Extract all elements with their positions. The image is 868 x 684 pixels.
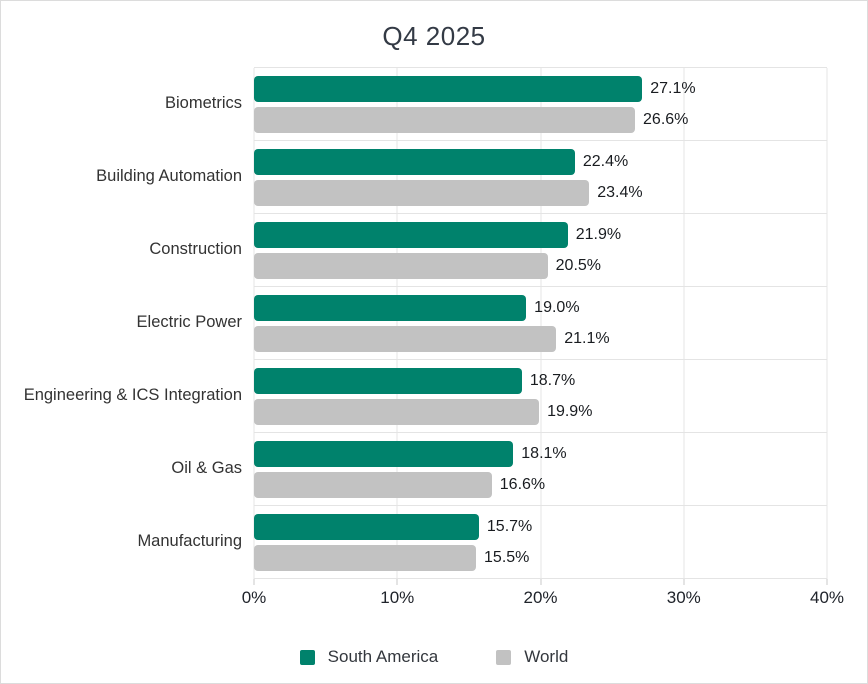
value-label: 23.4%	[597, 183, 643, 201]
bar-line: 15.5%	[254, 544, 827, 571]
bar-group: 27.1% 26.6%	[254, 68, 827, 141]
bar-line: 19.9%	[254, 398, 827, 425]
value-label: 22.4%	[582, 152, 629, 170]
value-label: 21.9%	[575, 225, 622, 243]
bar-line: 18.1%	[254, 440, 827, 467]
value-label: 15.7%	[486, 517, 533, 535]
category-label: Engineering & ICS Integration	[23, 385, 242, 404]
bar-south-america	[254, 75, 643, 102]
x-axis-tick-label: 30%	[666, 588, 701, 607]
x-axis-tick-label: 20%	[523, 588, 558, 607]
bar-world	[254, 106, 636, 133]
bar-line: 19.0%	[254, 294, 827, 321]
bar-world	[254, 471, 492, 498]
x-axis-tick	[683, 579, 685, 585]
bar-group: 19.0% 21.1%	[254, 287, 827, 360]
legend-item-south-america: South America	[299, 647, 439, 667]
bar-line: 15.7%	[254, 513, 827, 540]
bar-line: 22.4%	[254, 148, 827, 175]
bar-line: 27.1%	[254, 75, 827, 102]
category-label: Construction	[149, 239, 242, 258]
x-axis-tick	[396, 579, 398, 585]
bar-world	[254, 398, 540, 425]
bar-south-america	[254, 513, 479, 540]
x-axis-tick-label: 10%	[380, 588, 415, 607]
bar-world	[254, 252, 548, 279]
bar-world	[254, 325, 557, 352]
bar-group: 22.4% 23.4%	[254, 141, 827, 214]
bar-world	[254, 179, 590, 206]
bar-group: 15.7% 15.5%	[254, 506, 827, 579]
bar-line: 26.6%	[254, 106, 827, 133]
category-label: Oil & Gas	[171, 458, 242, 477]
bar-south-america	[254, 221, 568, 248]
bar-south-america	[254, 440, 514, 467]
legend: South America World	[1, 647, 867, 667]
bar-line: 23.4%	[254, 179, 827, 206]
x-axis-tick-label: 0%	[241, 588, 267, 607]
bar-south-america	[254, 367, 522, 394]
value-label: 20.5%	[555, 256, 602, 274]
legend-label: South America	[327, 647, 439, 666]
x-axis: 0% 10% 20% 30% 40%	[242, 579, 844, 613]
legend-swatch	[299, 649, 315, 665]
value-label: 18.7%	[529, 371, 576, 389]
legend-item-world: World	[496, 647, 568, 667]
x-axis-tick-label: 40%	[809, 588, 845, 607]
category-label: Building Automation	[96, 166, 242, 185]
legend-label: World	[524, 647, 569, 666]
bar-group: 18.7% 19.9%	[254, 360, 827, 433]
bar-line: 20.5%	[254, 252, 827, 279]
bar-group: 18.1% 16.6%	[254, 433, 827, 506]
bar-south-america	[254, 148, 575, 175]
x-axis-tick	[540, 579, 541, 585]
legend-swatch	[496, 649, 512, 665]
bar-world	[254, 544, 477, 571]
bar-group: 21.9% 20.5%	[254, 214, 827, 287]
value-label: 19.0%	[534, 298, 580, 316]
value-label: 19.9%	[547, 402, 593, 420]
value-label: 16.6%	[499, 475, 546, 493]
x-axis-tick	[253, 579, 255, 585]
category-axis: Biometrics Building Automation Constructio…	[1, 67, 254, 579]
plot-area: 27.1% 26.6% 22.4% 23.4% 21.9% 20.5% 19.0% 21.1%…	[253, 67, 828, 579]
value-label: 26.6%	[643, 110, 689, 128]
category-label: Electric Power	[136, 312, 242, 331]
bar-line: 21.9%	[254, 221, 827, 248]
bar-south-america	[254, 294, 527, 321]
value-label: 27.1%	[650, 79, 696, 97]
value-label: 21.1%	[564, 329, 610, 347]
value-label: 15.5%	[484, 548, 530, 566]
category-label: Biometrics	[164, 93, 242, 112]
bar-line: 21.1%	[254, 325, 827, 352]
bar-line: 16.6%	[254, 471, 827, 498]
plot-region: Biometrics Building Automation Constructio…	[1, 67, 844, 613]
x-axis-tick	[826, 579, 828, 585]
chart-title: Q4 2025	[382, 21, 486, 51]
category-label: Manufacturing	[137, 531, 242, 550]
bar-line: 18.7%	[254, 367, 827, 394]
value-label: 18.1%	[521, 444, 567, 462]
